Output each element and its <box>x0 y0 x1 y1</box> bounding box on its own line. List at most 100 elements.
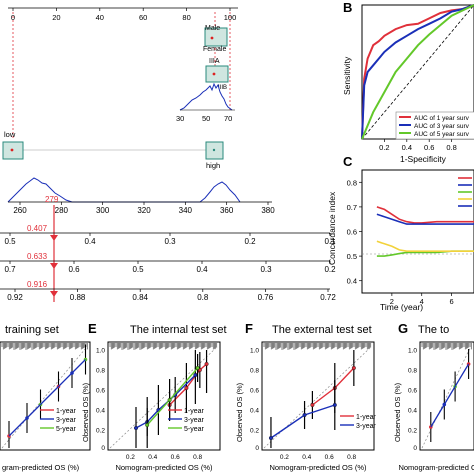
tick-label: 0.8 <box>197 293 209 302</box>
tick-label: 0.92 <box>7 293 23 302</box>
ideal-line <box>109 347 217 449</box>
calibration-ytick: 0.8 <box>250 368 259 375</box>
points-tick-label: 40 <box>96 13 104 22</box>
calibration-ytick: 0.2 <box>250 428 259 435</box>
ideal-line <box>1 347 87 449</box>
cindex-frame <box>361 169 474 294</box>
points-tick-label: 60 <box>139 13 147 22</box>
panel-label-c: C <box>343 154 353 169</box>
total-points-ticks: 260 280 300 320 340 360 380 <box>13 202 275 215</box>
roc-xlabel: 1-Specificity <box>400 154 447 164</box>
sex-box-male <box>204 27 228 47</box>
calibration-ytick: 0.8 <box>96 368 105 375</box>
cindex-ytick-label: 0.7 <box>347 203 357 212</box>
calibration-point <box>302 413 307 418</box>
calibration-ytick: 1.0 <box>96 348 105 355</box>
tick-label: 340 <box>179 206 193 215</box>
cindex-ytick-label: 0.6 <box>347 228 357 237</box>
roc-curves <box>361 4 474 140</box>
calibration-xlabel: Nomogram-predicted OS (%) <box>398 463 474 472</box>
risk-point-high <box>212 148 216 152</box>
calibration-xlabel: Nomogram-predicted OS (%) <box>269 463 367 472</box>
rug-marks <box>263 343 372 350</box>
year5-ticks: 0.92 0.88 0.84 0.8 0.76 0.72 <box>7 289 336 302</box>
calibration-point <box>310 403 315 408</box>
calibration-frame <box>261 341 375 451</box>
rug-marks <box>109 343 218 350</box>
calibration-xtick: 0.2 <box>126 454 135 461</box>
tick-label: 320 <box>137 206 151 215</box>
calibration-legend-label: 3-year <box>56 417 77 424</box>
cindex-xticks: 2 4 6 <box>390 293 454 306</box>
calibration-ytick: 1.0 <box>408 348 417 355</box>
calibration-point <box>167 398 172 403</box>
roc-xticks: 0.2 0.4 0.6 0.8 <box>379 139 457 152</box>
tick-label: 0.76 <box>258 293 274 302</box>
stage-label-iiib: IIIB <box>218 85 227 91</box>
calibration-frame <box>419 341 474 451</box>
rug-marks <box>421 343 472 350</box>
calibration-legend-label: 5-year <box>184 426 205 433</box>
calibration-ytick: 0.6 <box>250 388 259 395</box>
cindex-curves <box>376 206 474 257</box>
calibration-xtick: 0.4 <box>302 454 311 461</box>
cindex-ytick-label: 0.5 <box>347 252 357 261</box>
calibration-ytick: 0.6 <box>408 388 417 395</box>
calibration-point <box>268 436 273 441</box>
cindex-xtick-label: 2 <box>390 297 394 306</box>
points-ticks: 020406080100 <box>11 8 236 22</box>
total-points-value: 279 <box>45 195 59 204</box>
calibration-panels: training set gram-predicted OS (%) 1-year 3… <box>0 321 474 472</box>
tick-label: 0.88 <box>70 293 86 302</box>
year1-ticks: 0.5 0.4 0.3 0.2 0.1 <box>4 233 336 246</box>
roc-xtick-label: 0.4 <box>402 143 412 152</box>
calibration-series-2 <box>270 404 336 439</box>
points-tick-label: 80 <box>182 13 190 22</box>
roc-xtick-label: 0.6 <box>424 143 434 152</box>
cindex-xtick-label: 6 <box>450 297 454 306</box>
calibration-legend-label: 1-year <box>184 408 205 415</box>
cindex-series-2 <box>376 213 474 225</box>
stage-box <box>205 65 229 83</box>
age-density-curve <box>179 82 233 111</box>
cindex-xtick-label: 4 <box>420 297 424 306</box>
roc-legend-label: AUC of 5 year surv <box>414 131 470 138</box>
tick-label: 0.4 <box>84 237 96 246</box>
panel-label: F <box>245 321 253 336</box>
calibration-xtick: 0.6 <box>171 454 180 461</box>
roc-legend-label: AUC of 3 year surv <box>414 123 470 130</box>
age-tick: 30 <box>176 114 184 123</box>
calibration-ytick: 0 <box>413 445 417 452</box>
calibration-point <box>195 366 200 371</box>
calibration-point <box>204 362 209 367</box>
roc-series-3 <box>361 4 474 140</box>
calibration-frame <box>107 341 221 451</box>
calibration-point <box>351 366 356 371</box>
calibration-legend-label: 3-year <box>356 423 377 430</box>
calibration-legend-label: 3-year <box>184 417 205 424</box>
calibration-xtick: 0.6 <box>325 454 334 461</box>
calibration-point <box>332 403 337 408</box>
calibration-xlabel: gram-predicted OS (%) <box>2 463 80 472</box>
calibration-title: The to <box>418 324 449 336</box>
roc-legend-label: AUC of 1 year surv <box>414 115 470 122</box>
calibration-xtick: 0.4 <box>148 454 157 461</box>
calibration-ytick: 0.6 <box>96 388 105 395</box>
tick-label: 0.2 <box>244 237 256 246</box>
total-points-density <box>7 177 241 203</box>
panel-label: G <box>398 321 408 336</box>
year1-value: 0.407 <box>27 224 48 233</box>
tick-label: 0.4 <box>196 265 208 274</box>
calibration-legend-label: 1-year <box>56 408 77 415</box>
roc-panel: B Sensitivity 0.2 0.4 0.6 0.8 1-Specificity… <box>342 0 474 164</box>
cindex-xlabel: Time (year) <box>380 302 423 312</box>
year1-arrow <box>50 235 58 241</box>
year3-value: 0.633 <box>27 252 48 261</box>
cindex-yticks: 0.8 0.7 0.6 0.5 0.4 <box>347 178 362 286</box>
year3-ticks: 0.7 0.6 0.5 0.4 0.3 0.2 <box>4 261 336 274</box>
points-tick-label: 20 <box>52 13 60 22</box>
panel-label: E <box>88 321 97 336</box>
panel-label-b: B <box>343 0 352 15</box>
tick-label: 0.84 <box>132 293 148 302</box>
